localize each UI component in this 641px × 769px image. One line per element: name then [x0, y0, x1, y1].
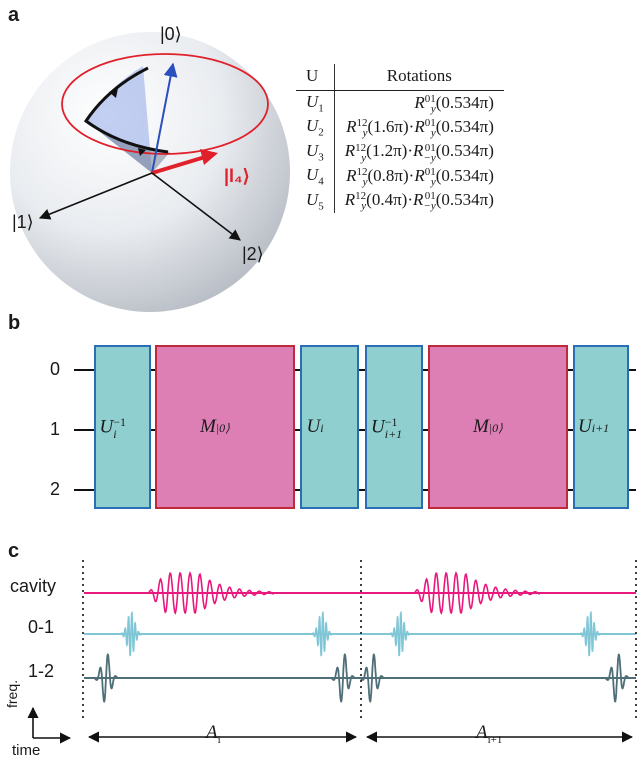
table-header-rotations: Rotations: [334, 64, 504, 91]
gate-label: M |0⟩: [200, 416, 230, 437]
panel-label-a: a: [8, 4, 20, 26]
trace-label: 1-2: [28, 661, 55, 681]
panel-label-b: b: [8, 312, 21, 334]
table-row: U2 R 12 y (1.6π)·R 01 y (0.534π): [296, 115, 504, 140]
table-cell-rotation: R 12 y (1.2π)·R 01 −y (0.534π): [344, 141, 494, 164]
table-cell-u: U1: [296, 90, 335, 116]
table-row: U3 R 12 y (1.2π)·R 01 −y (0.534π): [296, 139, 504, 165]
table-cell-u: U5: [296, 188, 335, 213]
table-header-u: U: [296, 64, 335, 91]
state-label-1: |1⟩: [12, 212, 34, 232]
red-orbit: [61, 53, 269, 155]
wire-label: 2: [50, 479, 61, 499]
freq-axis-label: freq.: [4, 679, 20, 708]
interval-label-i-plus-1: Ai+1: [476, 722, 503, 746]
table-row: U4 R 12 y (0.8π)·R 01 y (0.534π): [296, 164, 504, 189]
table-cell-rotation: R 12 y (1.6π)·R 01 y (0.534π): [346, 117, 494, 140]
state-label-l4: |l₄⟩: [224, 166, 250, 186]
time-axis-label: time: [12, 742, 41, 759]
rotations-table: U Rotations U1 R 01 y (0.534π) U2 R 12 y (1.6π)·R…: [296, 64, 504, 213]
table-row: U1 R 01 y (0.534π): [296, 90, 504, 116]
interval-label-i: Ai: [206, 722, 221, 746]
gate-label: M |0⟩: [473, 416, 503, 437]
wire-label: 0: [50, 359, 61, 379]
table-cell-u: U3: [296, 139, 335, 165]
sphere: [10, 32, 290, 312]
red-target-vector: [151, 155, 206, 175]
table-cell-rotation: R 12 y (0.8π)·R 01 y (0.534π): [346, 165, 494, 188]
trace-label: 0-1: [28, 617, 55, 637]
blue-state-vector: [151, 62, 178, 174]
gate-label: U −1 i: [99, 415, 127, 441]
state-label-2: |2⟩: [242, 244, 264, 264]
table-row: U5 R 12 y (0.4π)·R 01 −y (0.534π): [296, 188, 504, 213]
table-cell-rotation: R 12 y (0.4π)·R 01 −y (0.534π): [344, 190, 494, 213]
axis-1: [38, 172, 153, 220]
gate-label: U −1 i+1: [371, 415, 403, 441]
trace-label: cavity: [10, 576, 57, 596]
panel-label-c: c: [8, 540, 20, 562]
state-label-0: |0⟩: [160, 24, 182, 44]
table-cell-u: U4: [296, 164, 335, 189]
table-cell-u: U2: [296, 115, 335, 140]
axis-2: [151, 172, 241, 241]
trajectory: [83, 66, 169, 154]
wire-label: 1: [50, 419, 61, 439]
table-cell-rotation: R 01 y (0.534π): [414, 92, 494, 115]
